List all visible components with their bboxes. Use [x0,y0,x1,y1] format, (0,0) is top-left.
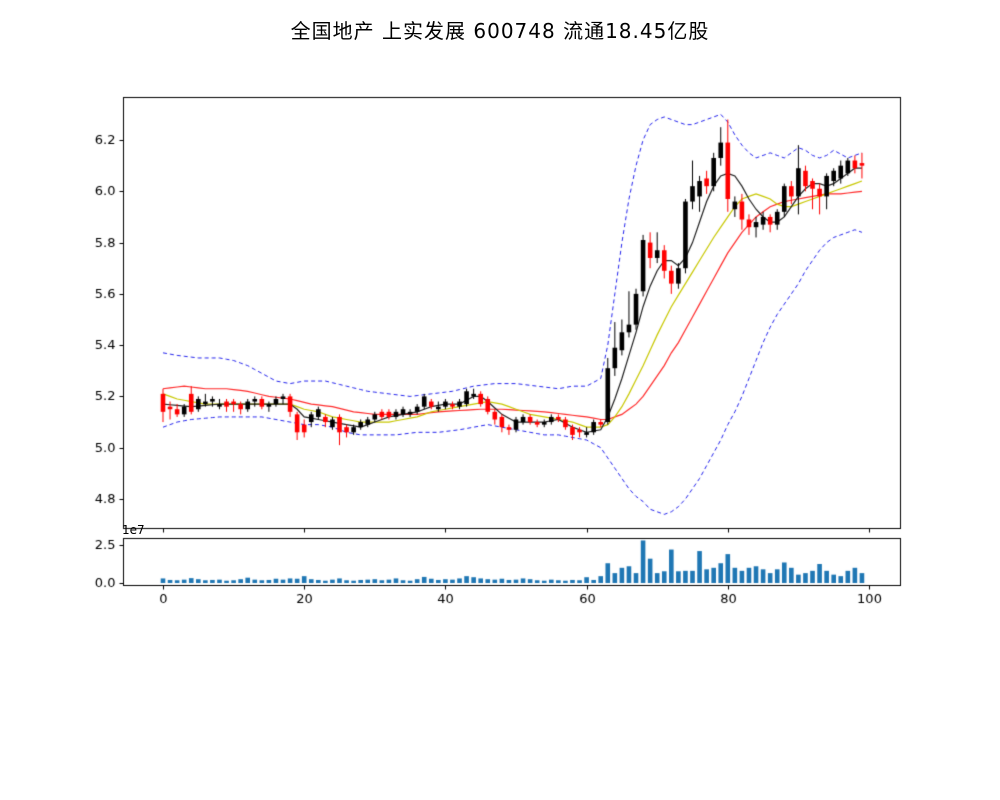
chart-title: 全国地产 上实发展 600748 流通18.45亿股 [290,19,710,43]
volume-axis-offset-label: 1e7 [122,523,145,537]
